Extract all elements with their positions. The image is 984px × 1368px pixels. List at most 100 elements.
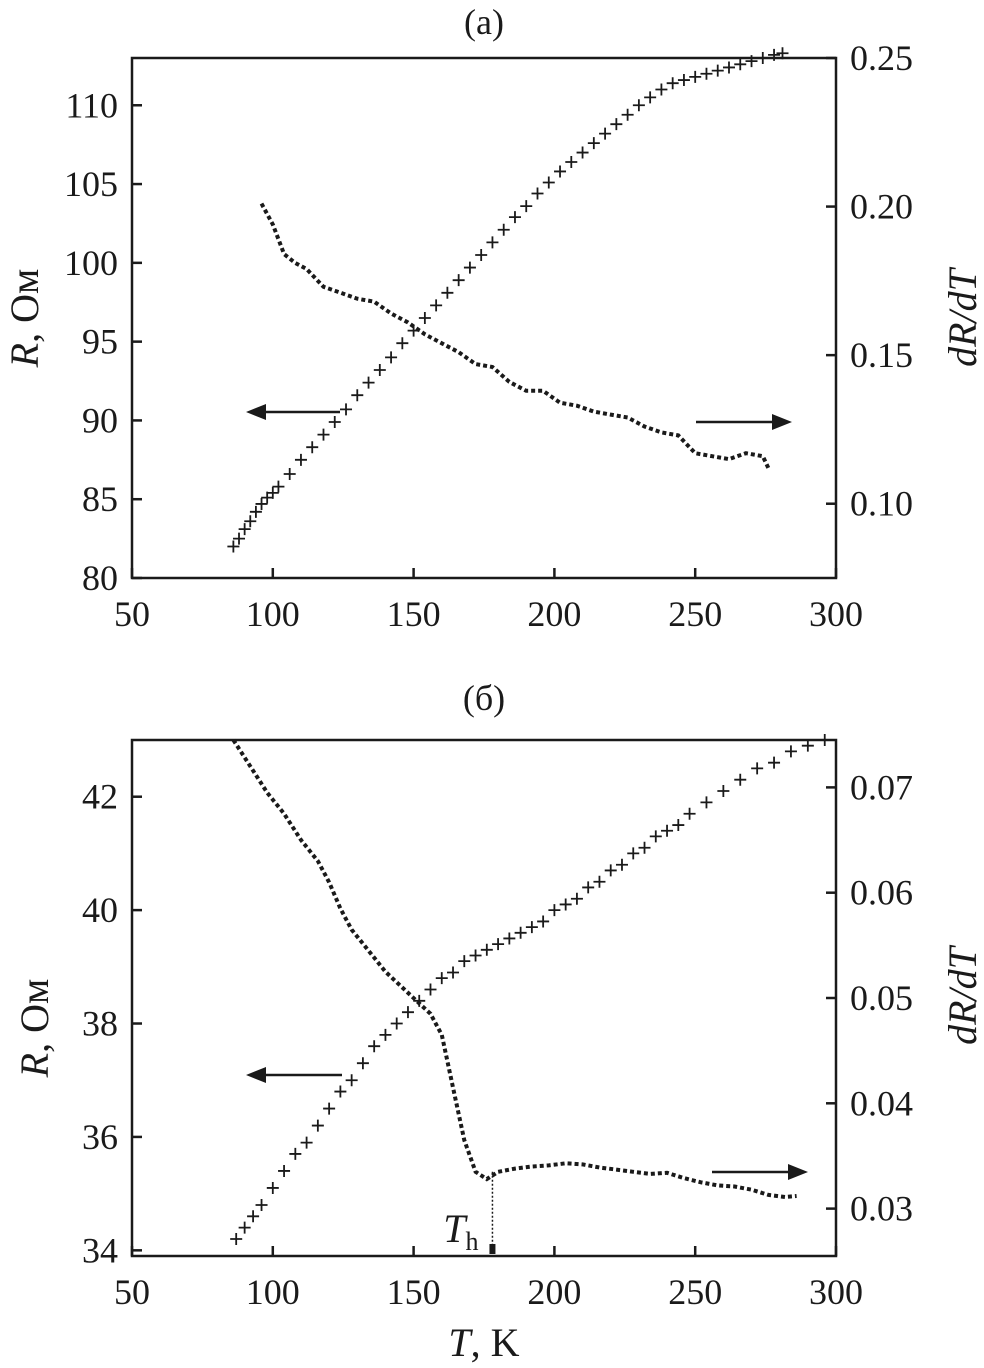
panel-b-r-point — [469, 949, 482, 962]
th-label: Th — [443, 1206, 478, 1256]
panel-b-r-point — [334, 1085, 347, 1098]
panel-a-y-right-tick-label: 0.25 — [850, 38, 913, 78]
panel-a-r-point — [768, 48, 781, 61]
panel-a-x-tick-label: 200 — [527, 594, 581, 634]
panel-b-r-point — [751, 762, 764, 775]
panel-b-r-point — [356, 1057, 369, 1070]
panel-b-r-point — [784, 745, 797, 758]
panel-a-x-axis: 50 100 150 200 250 300 — [114, 568, 863, 634]
panel-a-r-point — [452, 274, 465, 287]
panel-b-y-right-tick-label: 0.05 — [850, 978, 913, 1018]
panel-a-r-point — [441, 286, 454, 299]
panel-b-x-tick-label: 100 — [246, 1272, 300, 1312]
panel-b-y-right-label: dR/dT — [940, 944, 984, 1045]
panel-a-r-point — [385, 351, 398, 364]
panel-b-r-point — [379, 1028, 392, 1041]
panel-a-r-point — [272, 480, 285, 493]
panel-b-r-point — [627, 847, 640, 860]
panel-a-r-point — [351, 389, 364, 402]
panel-b-y-right-tick-label: 0.04 — [850, 1083, 913, 1123]
panel-b-frame — [130, 738, 838, 1258]
panel-b-r-point — [458, 955, 471, 968]
panel-a-r-point — [565, 156, 578, 168]
panel-b-r-point — [768, 756, 781, 769]
panel-a-r-point — [632, 99, 645, 112]
panel-b-arrow-left — [246, 1067, 342, 1083]
panel-b-r-point — [311, 1119, 324, 1132]
panel-b-y-right-tick-label: 0.06 — [850, 873, 913, 913]
panel-a-y-axis-right: 0.10 0.15 0.20 0.25 — [826, 38, 913, 524]
panel-b-r-point — [734, 773, 747, 786]
panel-b-x-tick-label: 200 — [527, 1272, 581, 1312]
panel-b-r-point — [570, 892, 583, 905]
panel-b-r-point — [230, 1232, 243, 1245]
panel-a-y-right-label: dR/dT — [940, 266, 984, 367]
panel-b-x-label: T, K — [448, 1320, 519, 1365]
panel-a-r-point — [587, 137, 600, 150]
panel-a: (a) 50 100 150 200 250 300 80859095100105110 … — [2, 2, 984, 634]
panel-b-r-point — [300, 1136, 313, 1149]
panel-b-r-point — [801, 739, 814, 752]
panel-a-r-point — [463, 261, 476, 274]
panel-b-r-point — [424, 983, 437, 996]
panel-a-x-tick-label: 150 — [387, 594, 441, 634]
panel-a-y-right-tick-label: 0.20 — [850, 187, 913, 227]
panel-a-drdt-series — [259, 202, 771, 469]
panel-b-r-point — [615, 858, 628, 871]
panel-a-r-point — [396, 337, 409, 350]
panel-a-r-point — [475, 248, 488, 261]
panel-b-x-axis: 50 100 150 200 250 300 — [114, 1246, 863, 1312]
panel-b-r-point — [266, 1181, 279, 1194]
panel-a-y-left-tick-label: 110 — [65, 85, 118, 125]
panel-b-r-point — [582, 881, 595, 894]
panel-b-r-point — [323, 1102, 336, 1115]
panel-a-r-point — [362, 376, 375, 389]
panel-a-r-series — [227, 47, 789, 553]
panel-b-r-point — [390, 1017, 403, 1030]
panel-a-y-left-tick-label: 100 — [64, 243, 118, 283]
panel-a-y-axis-left: 80 85 90 95 100 105 110 — [64, 85, 142, 598]
panel-b-y-left-tick-label: 38 — [82, 1004, 118, 1044]
panel-a-y-left-label: R, Ом — [2, 269, 47, 369]
panel-b-y-right-tick-label: 0.07 — [850, 767, 913, 807]
panel-a-r-point — [227, 540, 240, 553]
panel-b-r-point — [672, 819, 685, 832]
panel-a-x-tick-label: 300 — [809, 594, 863, 634]
panel-a-r-point — [255, 497, 268, 510]
panel-b-x-tick-label: 300 — [809, 1272, 863, 1312]
panel-a-r-point — [283, 468, 296, 480]
panel-b-r-point — [548, 904, 561, 917]
panel-a-r-point — [418, 312, 431, 324]
panel-b-r-point — [435, 972, 448, 985]
panel-b-th-marker: Th — [443, 1171, 496, 1256]
panel-b-r-point — [537, 915, 550, 928]
panel-a-r-point — [655, 83, 668, 96]
panel-b-r-point — [255, 1198, 268, 1211]
panel-a-r-point — [249, 505, 262, 518]
panel-a-r-point — [233, 532, 246, 545]
panel-b-r-point — [401, 1006, 414, 1019]
panel-a-r-point — [486, 236, 499, 249]
panel-a-y-left-tick-label: 90 — [82, 400, 118, 440]
panel-b-r-point — [661, 824, 674, 837]
panel-b-r-point — [818, 734, 831, 746]
panel-a-r-point — [700, 67, 713, 80]
panel-a-r-point — [531, 187, 544, 200]
panel-b-r-point — [683, 807, 696, 820]
panel-b-r-series — [230, 734, 831, 1245]
panel-b-y-left-label: R, Ом — [12, 979, 57, 1079]
panel-a-r-point — [722, 61, 735, 74]
panel-b-r-point — [717, 785, 730, 798]
panel-a-r-point — [520, 200, 533, 213]
panel-a-r-point — [294, 453, 307, 466]
panel-a-r-point — [776, 47, 789, 60]
panel-b-x-tick-label: 50 — [114, 1272, 150, 1312]
panel-b-r-point — [480, 943, 493, 956]
panel-a-y-left-tick-label: 85 — [82, 479, 118, 519]
panel-a-y-left-tick-label: 95 — [82, 322, 118, 362]
panel-b-r-point — [368, 1040, 381, 1053]
panel-b-r-point — [492, 938, 505, 951]
panel-b-title: (б) — [463, 678, 505, 718]
panel-a-x-tick-label: 250 — [668, 594, 722, 634]
panel-a-drdt-line — [259, 202, 771, 469]
